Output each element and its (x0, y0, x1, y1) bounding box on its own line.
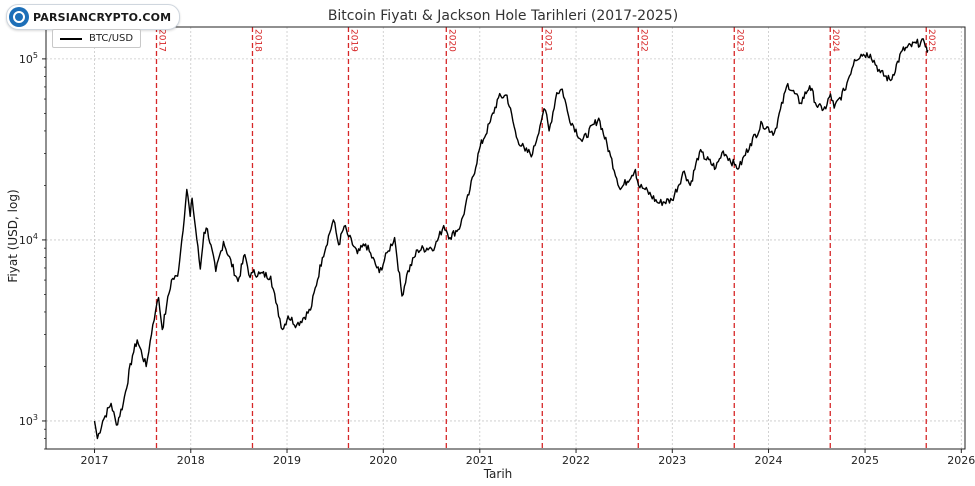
x-tick-label: 2020 (369, 454, 397, 467)
chart-title: Bitcoin Fiyatı & Jackson Hole Tarihleri … (328, 8, 678, 24)
event-label: 2022 (638, 29, 648, 52)
x-tick-label: 2018 (177, 454, 205, 467)
event-label: 2025 (926, 29, 936, 52)
event-label: 2021 (542, 29, 552, 52)
x-tick-label: 2021 (466, 454, 494, 467)
series-layer (93, 38, 929, 440)
axes: 2017 2018 2019 2020 2021 2022 2023 2024 2025 2026… (19, 26, 975, 467)
plot-frame (45, 26, 966, 450)
y-tick-label: 105 (19, 51, 38, 66)
x-tick-label: 2024 (755, 454, 783, 467)
legend-swatch-line-icon (60, 37, 82, 40)
event-lines: 2017 2018 2019 2020 2021 2022 2023 2024 2025 (155, 27, 936, 449)
x-tick-label: 2025 (851, 454, 879, 467)
y-tick-label: 104 (19, 232, 38, 247)
x-tick-label: 2022 (562, 454, 590, 467)
event-label: 2023 (734, 29, 744, 52)
x-tick-label: 2019 (273, 454, 301, 467)
legend-label: BTC/USD (89, 33, 134, 44)
grid (46, 27, 965, 449)
y-tick-label: 103 (19, 413, 38, 428)
x-axis-label: Tarih (483, 467, 513, 481)
x-tick-label: 2017 (81, 454, 109, 467)
event-label: 2017 (156, 29, 166, 52)
watermark-badge: PARSIANCRYPTO.COM (6, 4, 181, 30)
y-axis-label: Fiyat (USD, log) (6, 189, 20, 282)
x-tick-label: 2023 (658, 454, 686, 467)
event-label: 2020 (446, 29, 456, 52)
btc-price-line (93, 38, 929, 440)
watermark-text: PARSIANCRYPTO.COM (33, 10, 172, 24)
parsiancrypto-logo-icon (9, 7, 29, 27)
event-label: 2018 (252, 29, 262, 52)
x-tick-label: 2026 (947, 454, 975, 467)
event-label: 2024 (830, 29, 840, 52)
legend: BTC/USD (52, 29, 142, 48)
event-label: 2019 (348, 29, 358, 52)
